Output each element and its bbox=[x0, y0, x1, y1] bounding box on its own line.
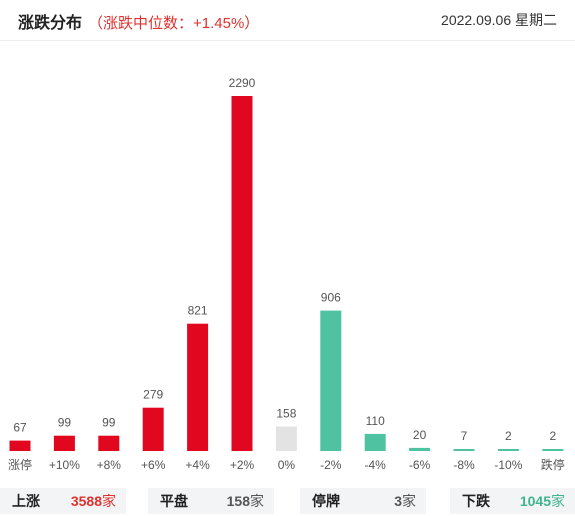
category-label: +8% bbox=[97, 458, 122, 472]
bar-value-label: 906 bbox=[321, 291, 341, 305]
category-label: 0% bbox=[278, 458, 296, 472]
bar-0 bbox=[9, 440, 31, 451]
summary-up-label: 上涨 bbox=[12, 493, 40, 509]
bar-11 bbox=[497, 449, 519, 451]
category-label: +2% bbox=[230, 458, 255, 472]
summary-down: 下跌 1045家 bbox=[450, 488, 575, 514]
bar-value-label: 2 bbox=[505, 429, 512, 443]
summary-up-count: 3588 bbox=[70, 493, 102, 509]
summary-halt-count: 3 bbox=[394, 493, 402, 509]
summary-up-value: 3588家 bbox=[71, 488, 116, 514]
page-title: 涨跌分布 （涨跌中位数：+1.45%） bbox=[18, 9, 259, 33]
summary-halt: 停牌 3家 bbox=[300, 488, 426, 514]
category-label: +6% bbox=[141, 458, 166, 472]
summary-flat: 平盘 158家 bbox=[148, 488, 274, 514]
bar-8 bbox=[364, 433, 386, 451]
bar-value-label: 821 bbox=[188, 304, 208, 318]
bar-value-label: 7 bbox=[461, 429, 468, 443]
bar-1 bbox=[53, 435, 75, 451]
bar-value-label: 99 bbox=[58, 416, 72, 430]
bar-6 bbox=[275, 426, 297, 451]
bar-value-label: 158 bbox=[276, 407, 296, 421]
category-label: 涨停 bbox=[8, 457, 32, 472]
bar-value-label: 110 bbox=[366, 414, 385, 428]
bar-value-label: 67 bbox=[13, 421, 27, 435]
summary-down-value: 1045家 bbox=[520, 488, 565, 514]
category-label: +10% bbox=[49, 458, 80, 472]
bar-2 bbox=[98, 435, 120, 451]
bar-9 bbox=[409, 447, 431, 451]
summary-halt-label: 停牌 bbox=[312, 493, 340, 509]
summary-halt-value: 3家 bbox=[394, 488, 416, 514]
summary-halt-unit: 家 bbox=[402, 493, 416, 509]
date-label: 2022.09.06 星期二 bbox=[441, 12, 557, 28]
summary-up: 上涨 3588家 bbox=[0, 488, 126, 514]
category-label: +4% bbox=[185, 458, 210, 472]
summary-down-label: 下跌 bbox=[462, 493, 490, 509]
bar-4 bbox=[187, 323, 209, 451]
bar-value-label: 2 bbox=[549, 429, 556, 443]
bar-value-label: 279 bbox=[143, 388, 163, 402]
bar-12 bbox=[542, 449, 564, 451]
summary-flat-value: 158家 bbox=[227, 488, 264, 514]
summary-flat-unit: 家 bbox=[250, 493, 264, 509]
distribution-chart: 67 涨停 99 +10% 99 +8% 279 +6% 821 +4% 2290 +2% 158 0% 9… bbox=[8, 76, 565, 472]
bar-7 bbox=[320, 310, 342, 451]
category-label: -4% bbox=[365, 458, 387, 472]
panel-header: 涨跌分布 （涨跌中位数：+1.45%） 2022.09.06 星期二 bbox=[0, 0, 575, 41]
bar-10 bbox=[453, 449, 475, 451]
summary-bar: 上涨 3588家 平盘 158家 停牌 3家 下跌 1045家 bbox=[0, 484, 575, 516]
summary-up-unit: 家 bbox=[102, 493, 116, 509]
title-text: 涨跌分布 bbox=[18, 15, 83, 32]
bar-5 bbox=[231, 96, 253, 451]
category-label: -2% bbox=[320, 458, 342, 472]
category-label: 跌停 bbox=[541, 457, 565, 472]
bar-3 bbox=[142, 407, 164, 451]
category-label: -8% bbox=[453, 458, 475, 472]
summary-down-count: 1045 bbox=[519, 493, 551, 509]
median-change: （涨跌中位数：+1.45%） bbox=[88, 15, 260, 32]
category-label: -6% bbox=[409, 458, 431, 472]
summary-flat-label: 平盘 bbox=[160, 493, 188, 509]
bar-value-label: 20 bbox=[413, 428, 427, 442]
summary-flat-count: 158 bbox=[226, 493, 250, 509]
category-label: -10% bbox=[494, 458, 522, 472]
summary-down-unit: 家 bbox=[551, 493, 565, 509]
bar-value-label: 99 bbox=[102, 416, 116, 430]
bar-value-label: 2290 bbox=[229, 76, 256, 90]
